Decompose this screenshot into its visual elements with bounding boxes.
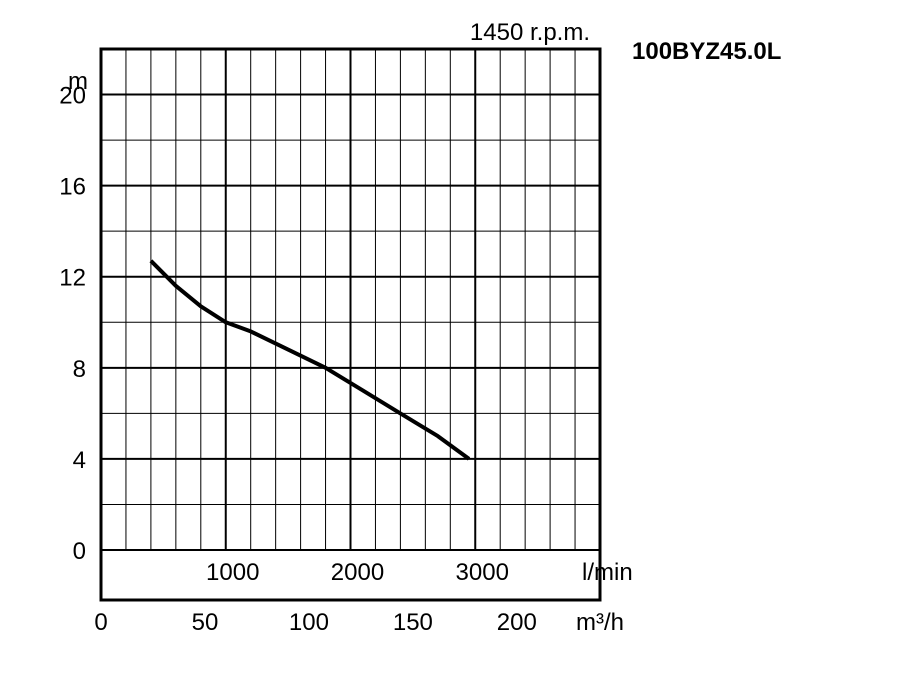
x-tick-labels-m3h: 0 50 100 150 200 — [94, 609, 537, 636]
y-tick-label: 0 — [73, 538, 86, 565]
y-tick-label: 4 — [73, 447, 86, 474]
x-tick-label-m3h: 50 — [192, 609, 219, 636]
x-tick-label-m3h: 200 — [497, 609, 537, 636]
x-tick-label-lmin: 2000 — [331, 559, 384, 586]
x-axis-label-lmin: l/min — [582, 559, 633, 586]
x-tick-label-m3h: 100 — [289, 609, 329, 636]
y-tick-label: 8 — [73, 356, 86, 383]
y-axis-label: m — [68, 68, 88, 95]
series-curve — [149, 259, 471, 461]
chart-frame — [99, 47, 602, 602]
chart-title: 100BYZ45.0L — [632, 38, 781, 65]
grid — [101, 48, 600, 550]
x-tick-labels-lmin: 1000 2000 3000 — [206, 559, 509, 586]
x-axis-label-m3h: m³/h — [576, 609, 624, 636]
y-tick-label: 20 — [59, 83, 86, 110]
chart-subtitle: 1450 r.p.m. — [470, 19, 590, 46]
y-tick-label: 12 — [59, 265, 86, 292]
y-tick-labels: 0 4 8 12 16 20 — [59, 83, 86, 565]
x-tick-label-lmin: 3000 — [456, 559, 509, 586]
x-tick-label-m3h: 0 — [94, 609, 107, 636]
x-tick-label-lmin: 1000 — [206, 559, 259, 586]
x-tick-label-m3h: 150 — [393, 609, 433, 636]
y-tick-label: 16 — [59, 174, 86, 201]
